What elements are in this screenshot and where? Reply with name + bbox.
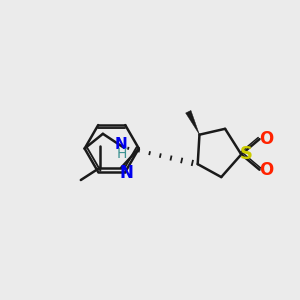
Text: O: O [259, 161, 273, 179]
Polygon shape [186, 110, 200, 135]
Text: H: H [116, 146, 127, 161]
Text: O: O [259, 130, 273, 148]
Text: N: N [120, 164, 134, 182]
Text: S: S [240, 146, 253, 164]
Text: N: N [115, 136, 128, 152]
